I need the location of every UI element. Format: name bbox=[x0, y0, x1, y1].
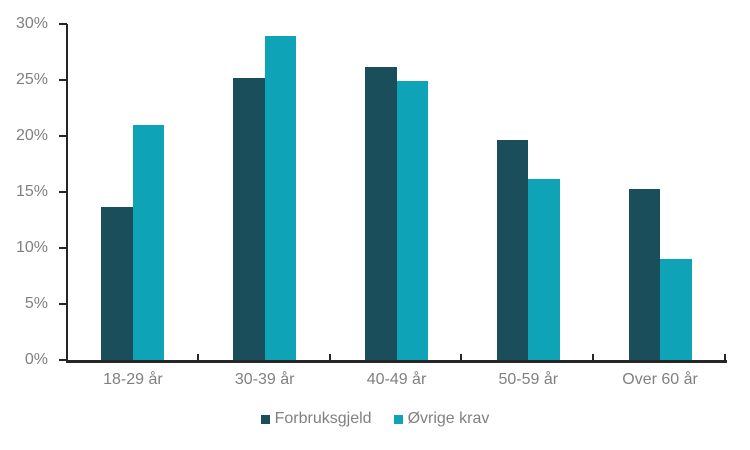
x-tick-label: 18-29 år bbox=[103, 371, 163, 388]
legend-item-forbruksgjeld: Forbruksgjeld bbox=[260, 410, 372, 428]
y-axis-tick bbox=[59, 135, 67, 137]
x-tick-label: 30-39 år bbox=[234, 371, 295, 388]
y-tick-label: 15% bbox=[15, 183, 48, 200]
legend: Forbruksgjeld Øvrige krav bbox=[0, 410, 750, 428]
y-axis-line bbox=[66, 24, 68, 363]
y-tick-label: 30% bbox=[15, 15, 48, 32]
bar-1-3 bbox=[528, 178, 560, 360]
bar-1-4 bbox=[660, 259, 692, 360]
y-axis-tick bbox=[59, 191, 67, 193]
y-tick-label: 0% bbox=[24, 351, 48, 368]
legend-swatch-ovrige-krav bbox=[393, 414, 403, 424]
x-axis-tick bbox=[592, 354, 595, 360]
y-tick-label: 25% bbox=[15, 71, 48, 88]
x-axis-tick bbox=[724, 354, 726, 360]
legend-label-ovrige-krav: Øvrige krav bbox=[407, 410, 490, 427]
bar-0-4 bbox=[628, 188, 661, 360]
y-axis-tick bbox=[59, 23, 67, 25]
x-axis-tick bbox=[460, 354, 463, 360]
y-axis-tick bbox=[59, 79, 67, 81]
legend-item-ovrige-krav: Øvrige krav bbox=[393, 410, 490, 428]
x-axis-tick bbox=[328, 354, 331, 360]
y-axis-tick bbox=[59, 247, 67, 249]
y-axis-tick bbox=[59, 303, 67, 305]
bar-0-2 bbox=[365, 66, 397, 360]
bar-0-3 bbox=[496, 140, 529, 360]
bar-0-0 bbox=[101, 206, 133, 360]
y-tick-label: 20% bbox=[15, 127, 48, 144]
legend-label-forbruksgjeld: Forbruksgjeld bbox=[274, 410, 372, 427]
x-axis-tick bbox=[196, 354, 199, 360]
bar-1-0 bbox=[132, 124, 165, 360]
legend-swatch-forbruksgjeld bbox=[260, 414, 270, 424]
x-tick-label: 40-49 år bbox=[366, 371, 427, 388]
bar-1-1 bbox=[264, 36, 297, 360]
bar-1-2 bbox=[396, 81, 428, 360]
y-tick-label: 5% bbox=[24, 295, 48, 312]
x-tick-label: 50-59 år bbox=[498, 371, 559, 388]
bar-0-1 bbox=[233, 77, 265, 360]
y-tick-label: 10% bbox=[15, 239, 48, 256]
x-tick-label: Over 60 år bbox=[622, 371, 698, 388]
y-axis-tick bbox=[59, 359, 67, 361]
x-axis-line bbox=[66, 360, 727, 363]
